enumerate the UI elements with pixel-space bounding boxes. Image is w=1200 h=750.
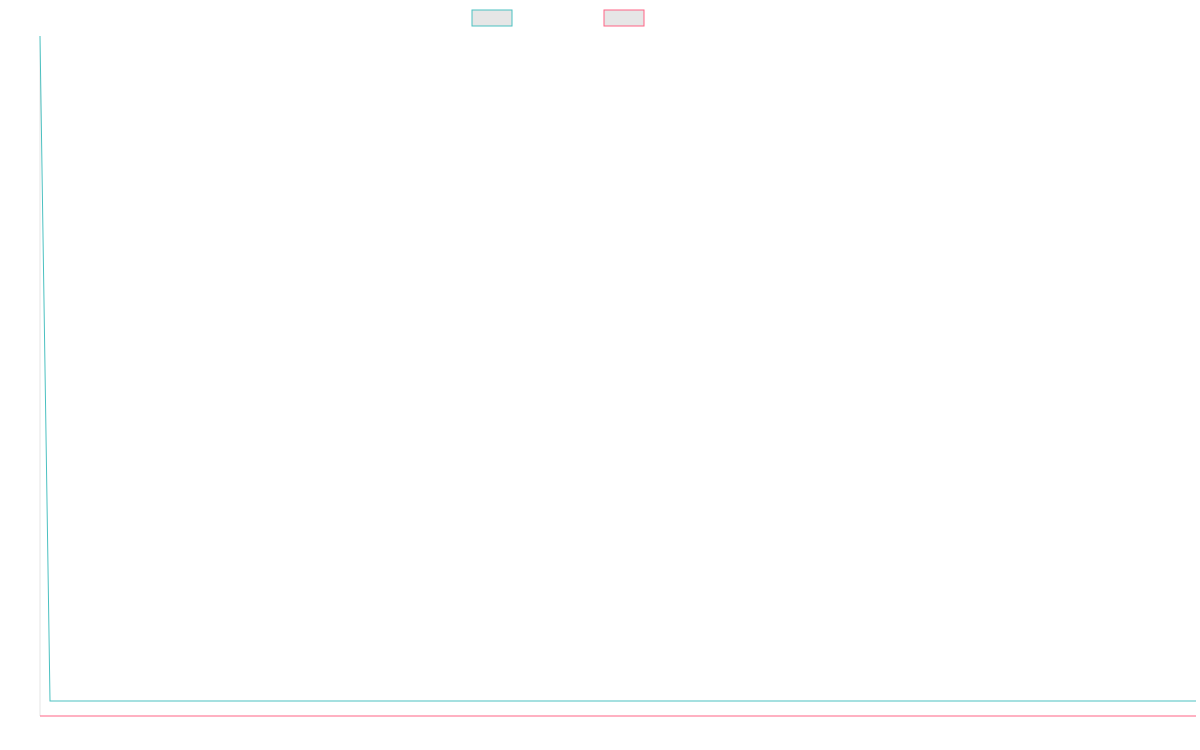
legend-swatch-2[interactable] (603, 9, 645, 27)
legend-swatch-1[interactable] (471, 9, 513, 27)
series-line-1 (39, 35, 1196, 702)
